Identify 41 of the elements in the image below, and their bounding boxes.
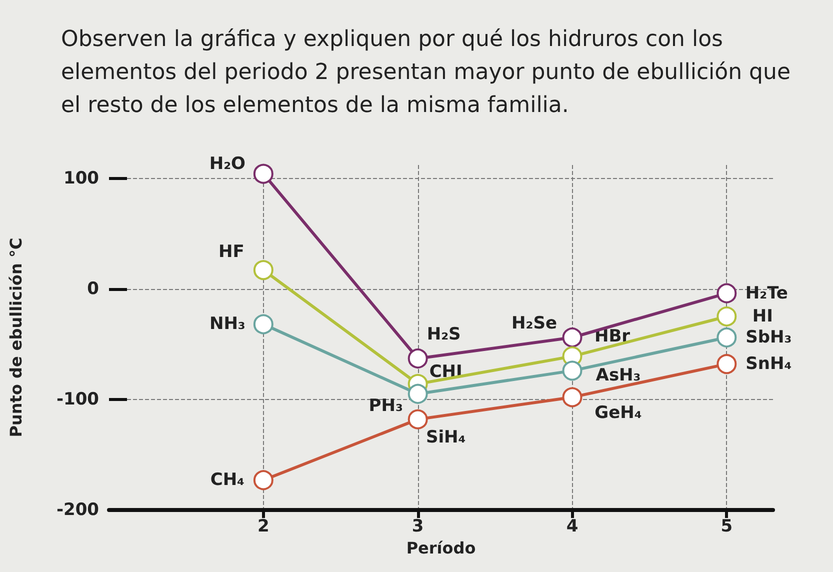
annotation: HI (752, 306, 773, 326)
annotation: H₂S (426, 324, 461, 345)
annotation: SbH₃ (746, 328, 792, 348)
point (562, 387, 582, 408)
point (408, 384, 428, 404)
point (716, 306, 737, 326)
point (253, 314, 274, 334)
annotation: H₂O (209, 154, 246, 174)
annotation: GeH₄ (594, 403, 642, 424)
x-tick-label: 3 (412, 516, 424, 536)
point (716, 283, 737, 304)
x-tick-label: 2 (257, 516, 270, 536)
annotation: SiH₄ (426, 427, 466, 448)
annotation: H₂Se (512, 314, 557, 334)
annotation: PH₃ (368, 396, 403, 416)
point (408, 348, 428, 369)
point (408, 409, 428, 430)
annotation: CH₄ (210, 470, 244, 490)
annotation: HF (218, 242, 244, 262)
annotation: SnH₄ (746, 354, 792, 374)
x-tick-label: 5 (720, 516, 733, 536)
y-tick-label: 100 (64, 168, 100, 188)
point (253, 470, 274, 490)
y-tick-label: -200 (56, 500, 100, 520)
point (562, 360, 582, 381)
x-axis-title: Período (406, 538, 476, 558)
annotation: HBr (594, 326, 631, 346)
y-tick-label: 0 (87, 278, 100, 299)
point (562, 328, 582, 348)
annotation: AsH₃ (596, 366, 641, 386)
y-tick-label: -100 (56, 389, 100, 410)
point (253, 260, 274, 280)
annotation: CHI (429, 362, 462, 382)
annotation: H₂Te (745, 283, 788, 304)
y-axis-title: Punto de ebullición °C (6, 238, 26, 438)
point (253, 164, 274, 184)
point (716, 328, 737, 348)
annotation: NH₃ (209, 314, 246, 334)
point (716, 354, 737, 374)
chart-title: Observen la gráfica y expliquen por qué los hidruros con los elementos del periodo 2 presentan mayor punto de ebullición que el resto de los elementos de la misma familia. (61, 27, 798, 118)
x-tick-label: 4 (566, 516, 578, 536)
